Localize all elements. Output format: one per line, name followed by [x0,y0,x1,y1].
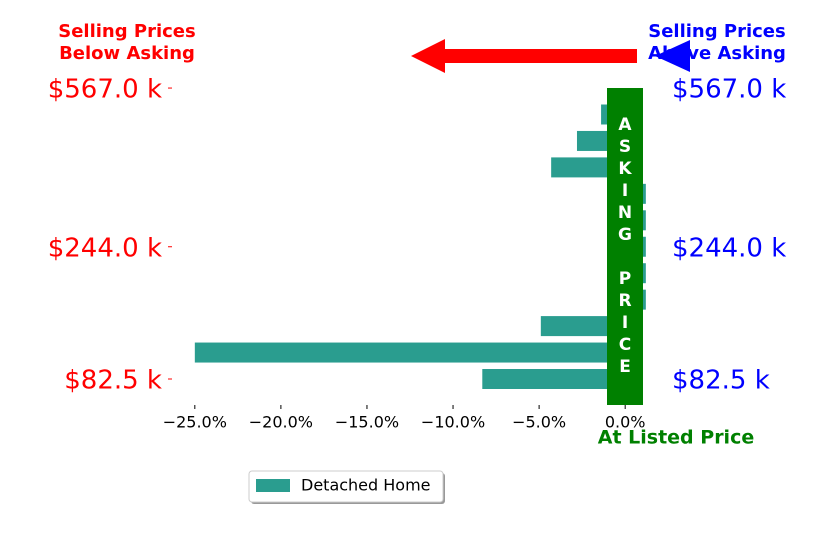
x-tick-label: −25.0% [163,413,227,432]
y-tick-label: $244.0 k [48,233,162,263]
x-tick-label: −10.0% [421,413,485,432]
y-tick-label: $567.0 k [48,75,162,105]
x-tick-label: 0.0% [605,413,646,432]
legend [248,470,444,503]
listed-label: At Listed Price [598,427,754,449]
bar [482,369,626,389]
above-asking-title: Selling Prices [648,21,785,42]
x-tick-label: −5.0% [512,413,566,432]
x-tick-label: −20.0% [249,413,313,432]
below-asking-title: Below Asking [59,43,195,64]
y-tick-label-right: $244.0 k [672,233,786,263]
y-tick-label: $82.5 k [64,366,162,396]
bar [540,316,626,337]
below-asking-title: Selling Prices [58,21,195,42]
left-arrow [411,39,637,73]
y-tick-label-right: $82.5 k [672,366,770,396]
x-tick-label: −15.0% [335,413,399,432]
legend-swatch [256,479,290,492]
asking-price-label: ASKING PRICE [615,114,635,379]
bar [194,342,626,363]
asking-price-label-box: ASKING PRICE [607,88,643,405]
arrow-head [655,40,690,72]
bar [551,157,626,178]
y-tick-label-right: $567.0 k [672,75,786,105]
legend-label: Detached Home [301,476,431,495]
bars [194,104,646,389]
asking-price-band [607,88,643,405]
